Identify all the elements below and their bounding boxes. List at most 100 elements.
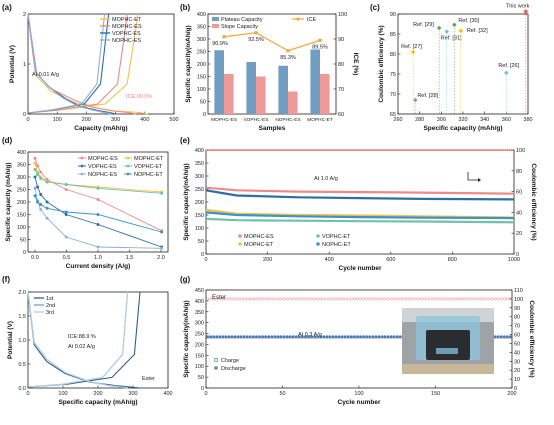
x-axis-label: Samples: [259, 125, 286, 132]
legend-label: ICE: [307, 17, 317, 23]
discharge-point: [386, 335, 390, 339]
legend-marker: [126, 164, 130, 168]
rate-point: [39, 203, 43, 206]
ce-point: [242, 297, 246, 301]
discharge-point: [398, 335, 402, 339]
charge-point: [349, 336, 353, 339]
charge-point: [233, 336, 237, 339]
ce-point: [239, 297, 243, 301]
charge-point: [356, 336, 359, 339]
y-tick-label: 50: [198, 239, 204, 245]
discharge-point: [270, 335, 274, 339]
bar-plateau: [310, 49, 320, 114]
ce-point: [389, 297, 393, 301]
y-tick-label: 350: [195, 161, 204, 167]
y-tick-label: 400: [197, 12, 206, 18]
ce-point: [236, 297, 240, 301]
ce-point: [248, 297, 252, 301]
y2-tick-label: 80: [516, 169, 522, 175]
charge-point: [279, 336, 283, 339]
discharge-point: [248, 335, 252, 339]
ce-point: [337, 297, 341, 301]
rate-point: [39, 170, 43, 174]
ce-point: [273, 297, 277, 301]
charge-point: [509, 336, 512, 339]
ce-point: [377, 297, 381, 301]
x-tick-label: 2.0: [157, 255, 165, 261]
ce-point: [444, 297, 448, 301]
rate-point: [39, 208, 43, 211]
discharge-point: [297, 335, 301, 339]
discharge-point: [499, 335, 503, 339]
charge-point: [380, 336, 384, 339]
discharge-curve: [27, 13, 148, 115]
y-tick-label: 50: [200, 100, 206, 106]
point-label: This work: [506, 4, 530, 10]
charge-point: [322, 336, 326, 339]
charge-curve: [27, 13, 106, 114]
discharge-point: [349, 335, 353, 339]
rate-point: [160, 230, 164, 234]
ce-point: [334, 297, 338, 301]
y-tick-label: 100: [197, 87, 206, 93]
y-tick-label: 350: [195, 310, 204, 316]
charge-point: [294, 336, 298, 339]
charge-point: [261, 336, 265, 339]
discharge-point: [337, 335, 341, 339]
ce-point: [264, 297, 268, 301]
x-tick-label: 0: [204, 257, 207, 263]
discharge-point: [230, 335, 234, 339]
legend-label: Plateau Capacity: [221, 17, 263, 23]
y2-tick-label: 60: [514, 333, 520, 339]
rate-annotation: At 1.0 A/g: [314, 176, 338, 182]
panel-label-a: (a): [2, 3, 12, 12]
rate-point: [33, 186, 37, 190]
y2-tick-label: 90: [514, 306, 520, 312]
charge-point: [502, 336, 506, 339]
y-tick-label: 0.5: [18, 362, 26, 368]
legend-label: MOPHC-ES: [244, 234, 274, 240]
capacity-band: [205, 186, 515, 195]
sample-annotation: Ester: [212, 295, 226, 301]
ice-line: [223, 32, 321, 52]
charge-point: [291, 336, 295, 339]
discharge-point: [331, 335, 335, 339]
y-tick-label: 200: [17, 200, 26, 206]
ce-point: [218, 297, 222, 301]
sample-annotation: Ester: [142, 376, 155, 382]
ce-point: [447, 297, 451, 301]
y-tick-label: 150: [197, 75, 206, 81]
charge-point: [206, 336, 209, 339]
charge-point: [374, 336, 378, 339]
point-label: Ref. [32]: [467, 28, 488, 34]
y2-tick-label: 50: [514, 341, 520, 347]
charge-point: [215, 336, 219, 339]
charge-point: [319, 336, 323, 339]
discharge-point: [255, 335, 258, 339]
discharge-point: [294, 335, 298, 339]
x-tick-label: 260: [393, 117, 402, 123]
discharge-point: [291, 335, 295, 339]
ce-point: [509, 297, 512, 301]
charge-point: [218, 336, 222, 339]
charge-point: [242, 336, 246, 339]
discharge-point: [245, 335, 249, 339]
discharge-point: [279, 335, 283, 339]
discharge-point: [215, 335, 219, 339]
legend-label: MOPHC-ES: [88, 156, 118, 162]
y-axis-label: Specific capacity(mAh/g): [183, 300, 190, 377]
rate-point: [160, 246, 164, 250]
ice-point: [254, 30, 258, 35]
ice-point: [318, 38, 322, 43]
point-label: Ref. [29]: [413, 22, 434, 28]
bar-slope: [224, 74, 234, 114]
y2-tick-label: 100: [338, 12, 347, 18]
charge-point: [209, 336, 212, 339]
x-tick-label: 360: [502, 117, 511, 123]
y-tick-label: 70: [390, 92, 396, 98]
y-tick-label: 50: [198, 375, 204, 381]
y-tick-label: 200: [195, 342, 204, 348]
ce-point: [420, 297, 424, 301]
discharge-point: [506, 335, 509, 339]
